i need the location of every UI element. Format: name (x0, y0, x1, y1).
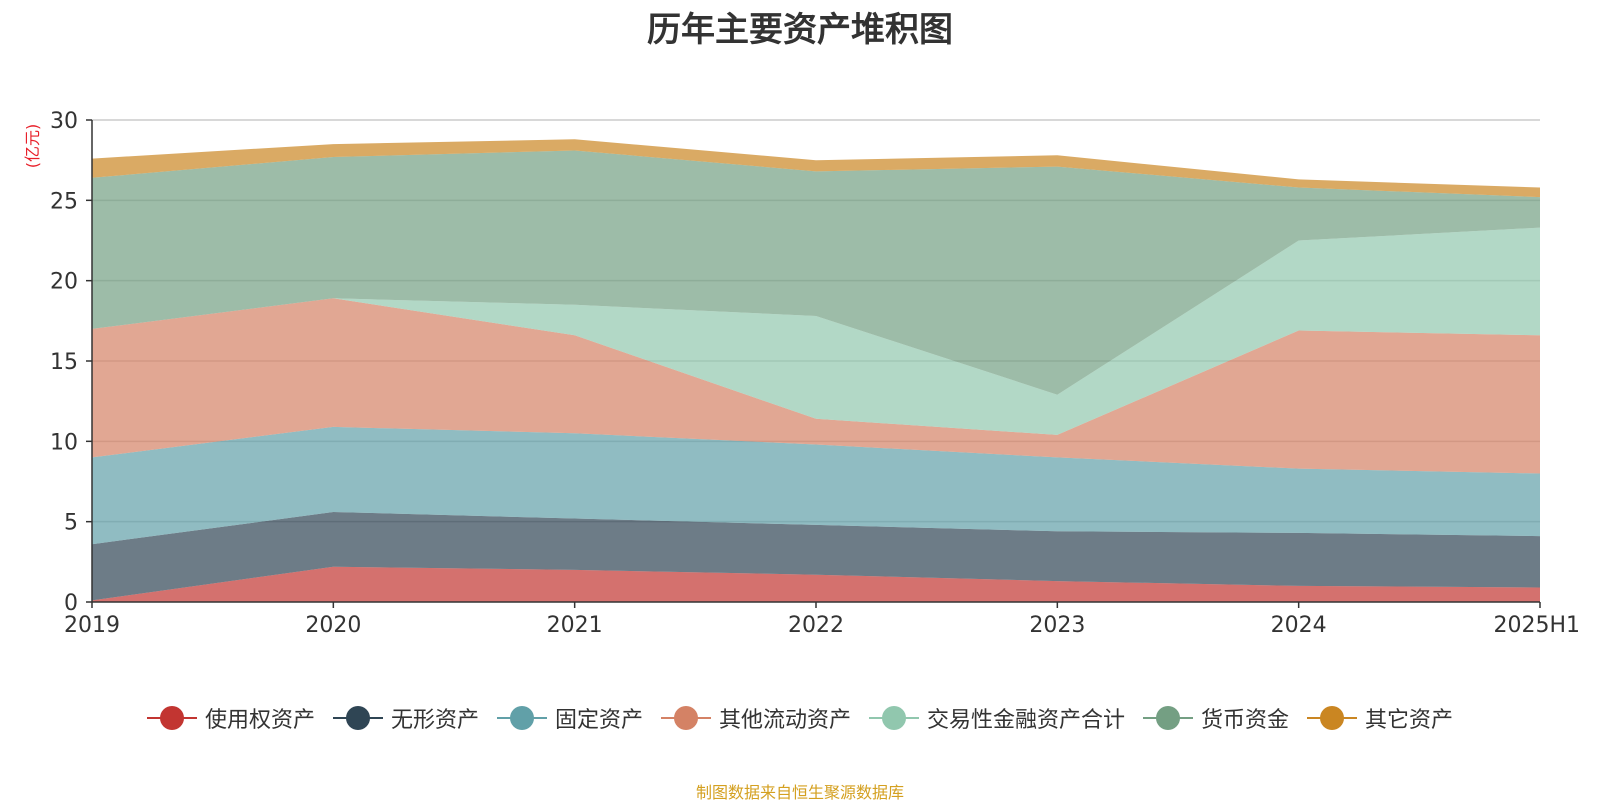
legend-item-2[interactable]: 固定资产 (496, 702, 643, 734)
area-series-2 (92, 426, 1540, 545)
y-tick-label-6: 30 (50, 109, 78, 134)
x-tick-label-6: 2025H1 (1493, 613, 1580, 638)
y-tick-label-5: 25 (50, 189, 78, 214)
legend-label-4: 交易性金融资产合计 (927, 708, 1126, 733)
area-series-layer (92, 139, 1540, 602)
legend-label-6: 其它资产 (1365, 708, 1454, 733)
y-tick-label-2: 10 (50, 430, 78, 455)
area-series-3 (92, 298, 1540, 474)
legend-item-1[interactable]: 无形资产 (332, 702, 479, 734)
x-tick-label-4: 2023 (1029, 613, 1085, 638)
y-tick-label-4: 20 (50, 270, 78, 295)
x-tick-label-0: 2019 (64, 613, 120, 638)
area-series-1 (92, 512, 1540, 601)
x-tick-label-5: 2024 (1271, 613, 1327, 638)
legend-label-3: 其他流动资产 (718, 708, 851, 733)
legend-label-1: 无形资产 (390, 708, 479, 733)
legend-label-0: 使用权资产 (204, 708, 315, 733)
legend-item-3[interactable]: 其他流动资产 (660, 702, 851, 734)
x-tick-label-2: 2021 (547, 613, 603, 638)
x-tick-label-1: 2020 (305, 613, 361, 638)
area-series-6 (92, 139, 1540, 198)
legend-label-2: 固定资产 (554, 708, 643, 733)
legend-marker-2 (496, 705, 547, 731)
legend-marker-3 (660, 705, 711, 731)
x-tick-label-3: 2022 (788, 613, 844, 638)
legend-item-5[interactable]: 货币资金 (1143, 702, 1289, 734)
legend-label-5: 货币资金 (1201, 708, 1290, 733)
y-tick-label-1: 5 (64, 511, 78, 536)
source-note: 制图数据来自恒生聚源数据库 (695, 783, 904, 802)
y-tick-label-0: 0 (64, 591, 78, 616)
area-series-0 (92, 566, 1540, 602)
area-series-4 (92, 227, 1540, 435)
legend-marker-6 (1307, 705, 1358, 731)
legend-marker-1 (332, 705, 383, 731)
legend: 使用权资产 无形资产 固定资产 其他流动资产 交易性金融资产合计 货币资金 其它资产 (0, 702, 1600, 734)
legend-marker-4 (869, 705, 919, 731)
y-axis-unit-label: (亿元) (23, 124, 42, 169)
area-series-5 (92, 150, 1540, 395)
legend-item-6[interactable]: 其它资产 (1307, 702, 1453, 734)
legend-item-0[interactable]: 使用权资产 (146, 702, 315, 734)
y-tick-label-3: 15 (50, 350, 78, 375)
axes: 0 5 10 15 20 25 30 2019 2020 2021 2022 2023 2024 2025… (50, 109, 1580, 638)
legend-marker-5 (1143, 705, 1194, 731)
legend-item-4[interactable]: 交易性金融资产合计 (869, 702, 1125, 734)
legend-marker-0 (146, 705, 197, 731)
stacked-area-chart: 0 5 10 15 20 25 30 2019 2020 2021 2022 2023 2024 2025… (23, 109, 1580, 638)
chart-title: 历年主要资产堆积图 (647, 10, 953, 50)
